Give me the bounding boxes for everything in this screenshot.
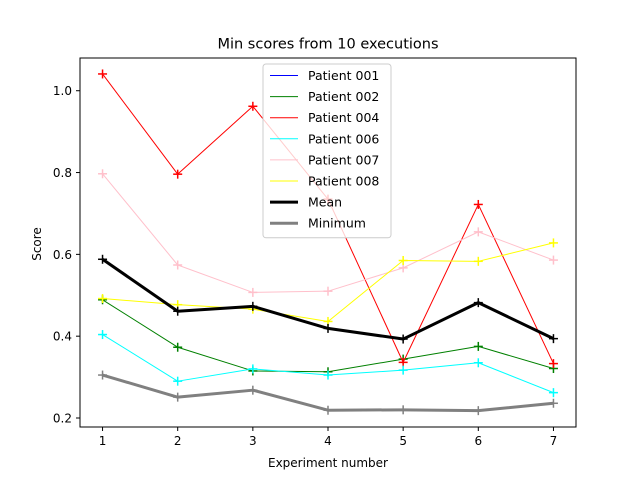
legend-item-patient-002: Patient 002 <box>270 89 379 104</box>
data-point-patient-006-1 <box>98 330 108 340</box>
data-point-minimum-6 <box>473 406 483 416</box>
legend-label-patient-007: Patient 007 <box>308 152 379 167</box>
x-tick-label-2: 2 <box>174 434 182 448</box>
data-point-minimum-3 <box>248 385 258 395</box>
data-point-mean-1 <box>98 254 108 264</box>
data-point-patient-004-5 <box>398 357 408 367</box>
legend-item-patient-001: Patient 001 <box>270 68 379 83</box>
data-point-patient-004-2 <box>173 169 183 179</box>
data-point-mean-3 <box>248 301 258 311</box>
data-point-patient-006-3 <box>248 364 258 374</box>
data-point-patient-008-5 <box>398 256 408 265</box>
x-tick-label-7: 7 <box>550 434 558 448</box>
y-tick-label-1: 0.4 <box>53 330 72 344</box>
data-point-patient-006-5 <box>398 365 408 375</box>
data-point-patient-004-6 <box>473 199 483 209</box>
legend-box <box>262 63 392 239</box>
data-point-patient-008-1 <box>98 294 108 304</box>
data-point-patient-006-6 <box>473 358 483 368</box>
data-point-minimum-5 <box>398 405 408 415</box>
data-point-mean-7 <box>548 334 558 344</box>
data-point-mean-5 <box>398 334 408 344</box>
legend-item-patient-007: Patient 007 <box>270 152 379 167</box>
data-point-patient-006-4 <box>323 370 333 380</box>
data-point-patient-004-7 <box>548 359 558 369</box>
data-point-patient-002-2 <box>173 342 183 352</box>
x-tick-label-6: 6 <box>474 434 482 448</box>
data-point-patient-007-6 <box>473 227 483 237</box>
legend-label-patient-008: Patient 008 <box>308 174 379 189</box>
axes: 1 2 3 4 5 6 7 0.2 0.4 0.6 0.8 1.0 <box>53 57 577 448</box>
data-point-patient-006-7 <box>548 388 558 398</box>
x-tick-label-1: 1 <box>99 434 107 448</box>
data-point-patient-008-6 <box>473 256 483 266</box>
legend-label-patient-006: Patient 006 <box>308 131 379 146</box>
y-tick-label-4: 1.0 <box>53 84 72 98</box>
legend-item-patient-008: Patient 008 <box>270 174 379 189</box>
data-point-patient-007-1 <box>98 169 108 179</box>
y-tick-label-3: 0.8 <box>53 166 72 180</box>
y-tick-label-2: 0.6 <box>53 248 72 262</box>
plot-area <box>98 69 558 416</box>
data-point-patient-004-3 <box>248 101 258 111</box>
legend-label-patient-004: Patient 004 <box>308 110 379 125</box>
legend-label-minimum: Minimum <box>308 216 366 231</box>
x-tick-label-4: 4 <box>324 434 332 448</box>
data-point-patient-002-6 <box>473 341 483 351</box>
plot-series-group <box>98 69 558 416</box>
data-point-mean-4 <box>323 323 333 333</box>
x-tick-label-5: 5 <box>399 434 407 448</box>
legend-item-patient-006: Patient 006 <box>270 131 379 146</box>
legend-label-mean: Mean <box>308 195 342 210</box>
data-point-mean-2 <box>173 306 183 316</box>
data-point-patient-007-3 <box>248 287 258 297</box>
legend-label-patient-001: Patient 001 <box>308 68 379 83</box>
data-point-patient-007-2 <box>173 260 183 270</box>
data-point-patient-006-2 <box>173 376 183 386</box>
y-tick-label-0: 0.2 <box>53 412 72 426</box>
y-axis-label: Score <box>30 227 44 261</box>
x-tick-label-3: 3 <box>249 434 257 448</box>
data-point-mean-6 <box>473 298 483 308</box>
legend-item-patient-004: Patient 004 <box>270 110 379 125</box>
data-point-patient-007-7 <box>548 255 558 265</box>
chart-title: Min scores from 10 executions <box>217 37 438 53</box>
legend-item-mean: Mean <box>270 195 342 210</box>
legend: Patient 001 Patient 002 Patient 004 Patient… <box>262 63 392 239</box>
data-point-patient-007-4 <box>323 286 333 296</box>
data-point-patient-008-7 <box>548 238 558 248</box>
x-axis-label: Experiment number <box>268 456 388 470</box>
data-point-minimum-1 <box>98 370 108 380</box>
data-point-minimum-4 <box>323 405 333 415</box>
data-point-patient-004-1 <box>98 69 108 79</box>
data-point-minimum-7 <box>548 398 558 408</box>
legend-label-patient-002: Patient 002 <box>308 89 379 104</box>
legend-item-minimum: Minimum <box>270 216 366 231</box>
data-point-minimum-2 <box>173 392 183 402</box>
